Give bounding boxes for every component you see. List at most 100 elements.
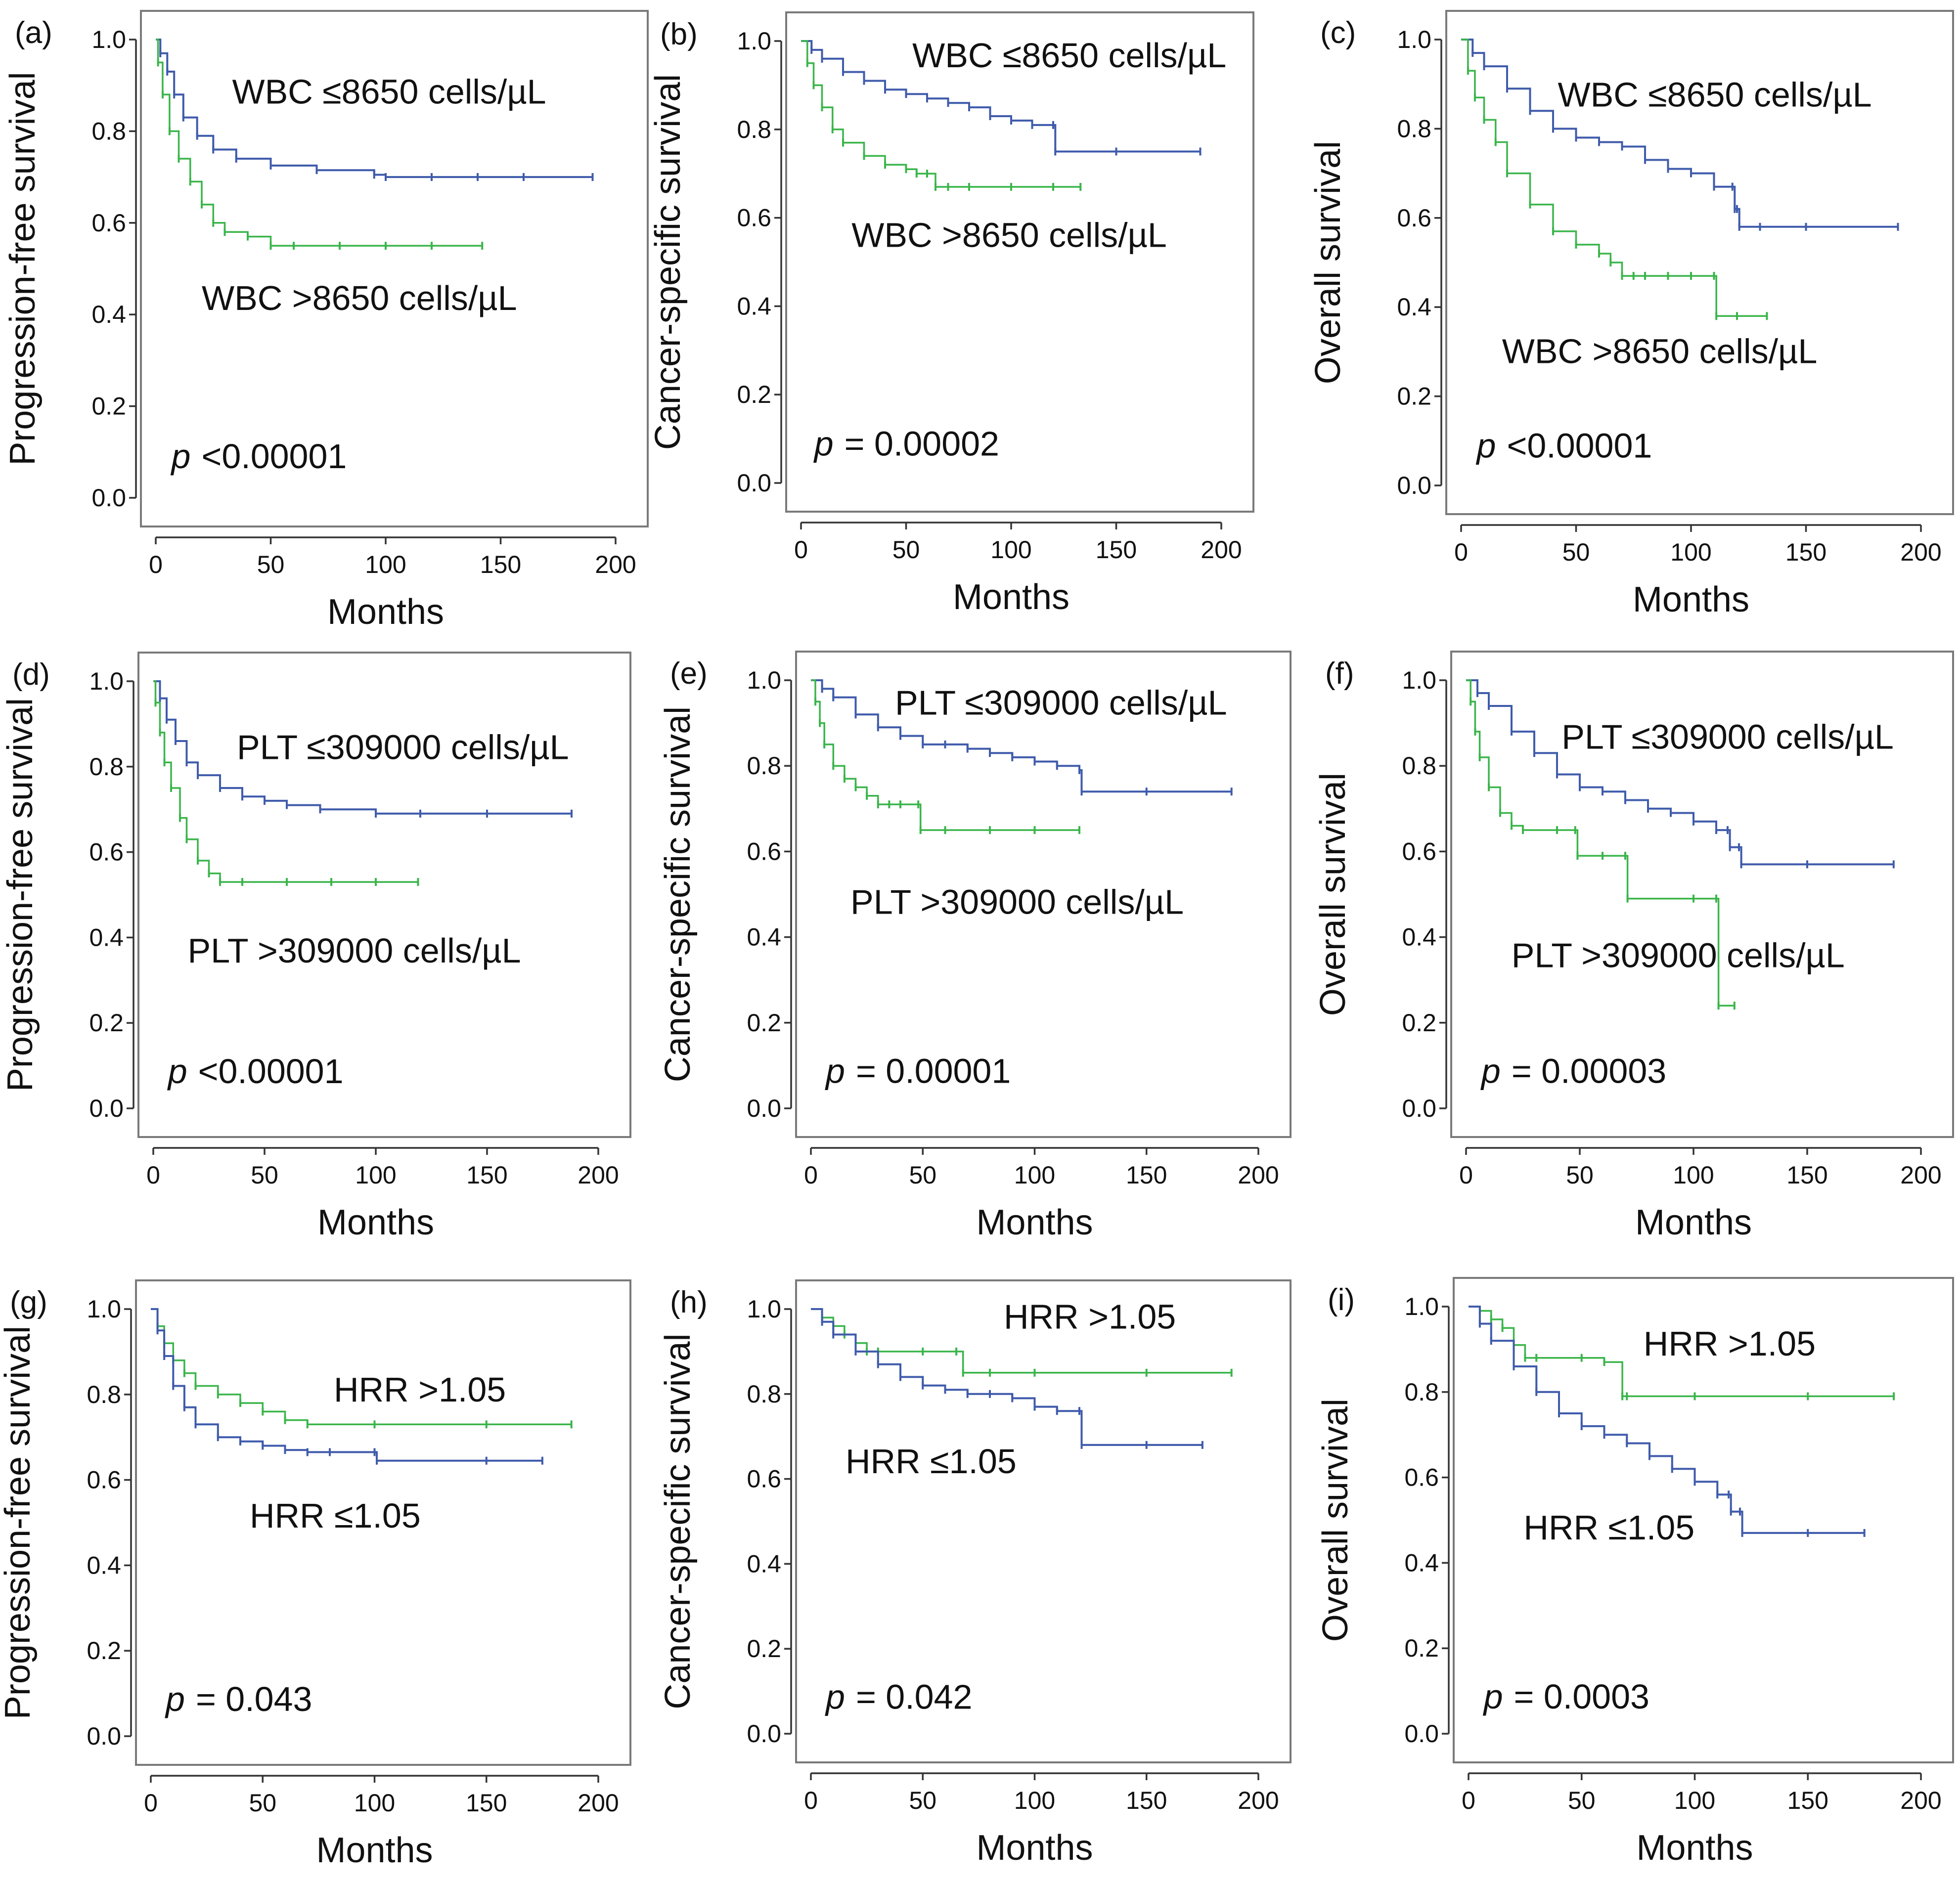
x-axis-title: Months [953, 577, 1069, 617]
y-tick-label: 0.2 [1404, 1634, 1439, 1662]
x-tick-label: 150 [466, 1789, 507, 1817]
y-axis-title: Cancer-specific survival [658, 1333, 698, 1709]
y-tick-label: 0.2 [87, 1637, 121, 1665]
x-tick-label: 50 [1566, 1161, 1594, 1189]
p-value-text: = 0.00003 [1512, 1052, 1666, 1091]
x-tick-label: 100 [365, 551, 406, 578]
survival-curve-low [151, 1308, 542, 1462]
x-tick-label: 0 [794, 536, 808, 564]
p-value-text: = 0.0003 [1514, 1677, 1649, 1716]
y-tick-label: 0.0 [89, 1095, 124, 1122]
y-tick-label: 1.0 [1404, 1293, 1439, 1320]
panels-layer: 0.0 0.2 0.4 0.6 0.8 1.0 0 50 100 150 200 Months Prog… [0, 10, 1954, 1870]
panel-h: 0.0 0.2 0.4 0.6 0.8 1.0 0 50 100 150 200 Months Canc… [658, 1279, 1292, 1868]
x-axis-title: Months [976, 1203, 1093, 1242]
x-tick-label: 100 [1673, 1161, 1714, 1189]
panel-label: (h) [670, 1285, 708, 1319]
y-tick-label: 0.0 [1402, 1095, 1436, 1122]
panel-label: (i) [1328, 1283, 1355, 1317]
y-tick-label: 0.0 [1397, 472, 1431, 499]
x-tick-label: 200 [578, 1789, 619, 1817]
p-symbol: p [825, 1678, 845, 1716]
x-axis-title: Months [317, 1203, 434, 1242]
censor-marks-low [1478, 1319, 1866, 1537]
x-tick-label: 100 [355, 1161, 396, 1189]
p-value: p <0.00001 [167, 1052, 344, 1091]
y-tick-label: 0.8 [87, 1381, 121, 1408]
y-tick-label: 1.0 [89, 667, 124, 695]
p-value-text: = 0.042 [856, 1678, 973, 1716]
series-label-high: HRR >1.05 [1004, 1298, 1176, 1336]
x-tick-label: 150 [1787, 1787, 1828, 1814]
x-axis-title: Months [1633, 580, 1749, 619]
series-label-low: HRR ≤1.05 [1523, 1508, 1694, 1547]
y-tick-label: 0.4 [747, 1550, 781, 1577]
x-tick-label: 0 [804, 1787, 818, 1814]
series-label-low: PLT ≤309000 cells/µL [895, 684, 1227, 722]
panel-a: 0.0 0.2 0.4 0.6 0.8 1.0 0 50 100 150 200 Months Prog… [3, 10, 649, 632]
panel-label: (b) [660, 17, 698, 51]
y-tick-label: 0.0 [747, 1720, 781, 1748]
panel-f: 0.0 0.2 0.4 0.6 0.8 1.0 0 50 100 150 200 Months Over… [1313, 651, 1954, 1242]
x-axis-title: Months [1635, 1203, 1752, 1242]
x-tick-label: 200 [578, 1161, 619, 1189]
censor-marks-low [1476, 689, 1895, 869]
y-tick-label: 0.8 [89, 753, 124, 781]
panel-b: 0.0 0.2 0.4 0.6 0.8 1.0 0 50 100 150 200 Months Canc… [648, 11, 1254, 617]
y-axis-title: Overall survival [1316, 1399, 1355, 1642]
survival-curve-low [153, 680, 572, 815]
p-symbol: p [171, 437, 191, 476]
y-tick-label: 0.2 [737, 381, 771, 408]
y-axis-title: Cancer-specific survival [658, 706, 698, 1082]
x-tick-label: 0 [146, 1161, 160, 1189]
x-tick-label: 150 [480, 551, 521, 578]
y-tick-label: 0.0 [87, 1722, 121, 1750]
p-value: p <0.00001 [1476, 426, 1652, 465]
p-value: p = 0.00003 [1480, 1052, 1666, 1091]
x-tick-label: 150 [1126, 1161, 1167, 1189]
x-axis-title: Months [316, 1831, 433, 1870]
series-label-low: WBC ≤8650 cells/µL [1558, 75, 1872, 114]
plot-frame [785, 11, 1254, 513]
y-tick-label: 0.2 [89, 1009, 124, 1037]
plot-frame [1453, 1277, 1954, 1763]
series-label-high: PLT >309000 cells/µL [1512, 936, 1845, 974]
x-axis-title: Months [1636, 1828, 1753, 1868]
panel-i: 0.0 0.2 0.4 0.6 0.8 1.0 0 50 100 150 200 Months Over… [1316, 1277, 1954, 1868]
x-tick-label: 200 [1900, 538, 1941, 566]
survival-curve-low [1461, 39, 1898, 228]
y-tick-label: 0.2 [747, 1635, 781, 1663]
y-tick-label: 1.0 [91, 26, 126, 53]
series-label-high: WBC >8650 cells/µL [851, 216, 1167, 255]
x-axis-title: Months [327, 592, 444, 632]
series-label-low: WBC ≤8650 cells/µL [232, 73, 546, 111]
censor-marks-high [1470, 698, 1736, 1010]
y-tick-label: 1.0 [1402, 666, 1436, 694]
p-value: p = 0.043 [165, 1680, 312, 1718]
censor-marks-low [156, 1326, 543, 1465]
series-label-high: HRR >1.05 [1644, 1324, 1816, 1363]
plot-frame [795, 651, 1292, 1138]
x-tick-label: 50 [249, 1789, 276, 1817]
plot-frame [795, 1279, 1292, 1763]
x-tick-label: 150 [1786, 1161, 1827, 1189]
survival-curve-high [1461, 39, 1767, 317]
x-tick-label: 50 [1562, 538, 1590, 566]
panel-label: (a) [15, 16, 52, 50]
y-tick-label: 0.4 [91, 301, 126, 328]
x-tick-label: 200 [1238, 1161, 1279, 1189]
y-axis-title: Progression-free survival [0, 1326, 38, 1719]
plot-frame [1450, 651, 1954, 1138]
y-tick-label: 0.2 [91, 393, 126, 420]
x-tick-label: 0 [149, 551, 163, 578]
censor-marks-high [806, 59, 1082, 191]
survival-curve-high [156, 39, 483, 247]
series-label-low: PLT ≤309000 cells/µL [237, 728, 569, 767]
x-tick-label: 50 [1568, 1787, 1596, 1814]
y-tick-label: 0.4 [89, 923, 124, 951]
series-label-high: PLT >309000 cells/µL [850, 882, 1184, 921]
p-value: p = 0.00001 [825, 1052, 1011, 1091]
censor-marks-low [159, 49, 594, 181]
panel-c: 0.0 0.2 0.4 0.6 0.8 1.0 0 50 100 150 200 Months Over… [1308, 10, 1954, 619]
